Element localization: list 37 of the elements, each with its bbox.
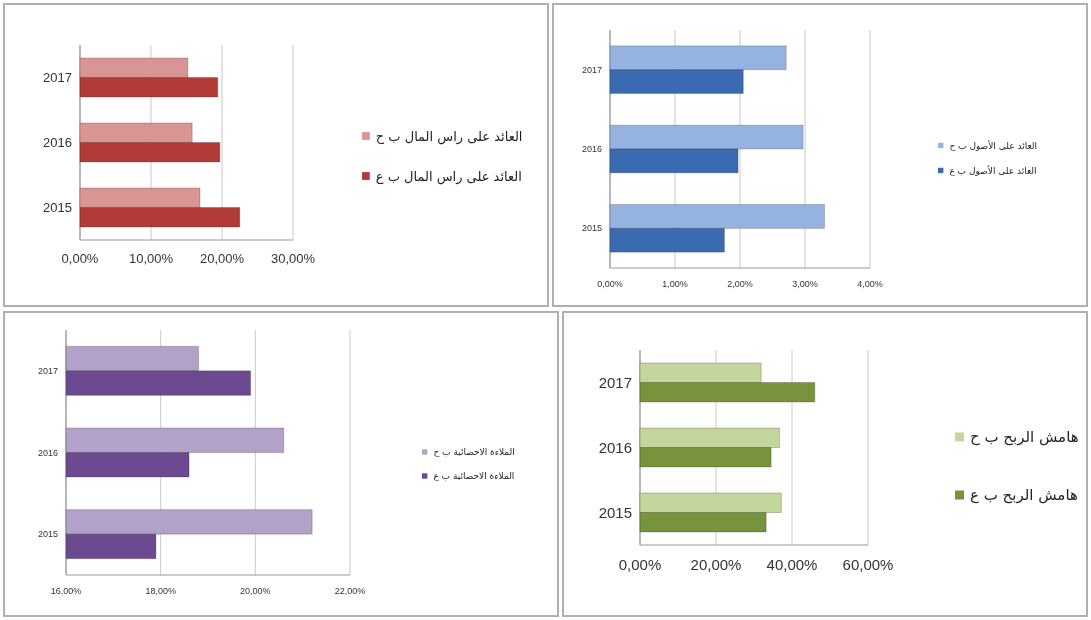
- x-tick-label: 18,00%: [145, 586, 176, 596]
- x-tick-label: 0,00%: [597, 279, 623, 289]
- y-tick-label: 2015: [37, 529, 58, 540]
- legend-label: الملاءة الاحصائية ب ح: [433, 447, 515, 458]
- x-tick-label: 16,00%: [50, 586, 82, 596]
- y-tick-label: 2017: [37, 365, 58, 376]
- x-tick-label: 2,00%: [727, 279, 753, 289]
- y-tick-label: 2015: [43, 200, 72, 216]
- y-tick-label: 2016: [43, 135, 72, 151]
- legend-label: الملاءة الاحصائية ب ع: [433, 471, 515, 482]
- x-tick-label: 4,00%: [857, 279, 883, 289]
- x-tick-label: 3,00%: [792, 279, 818, 289]
- y-tick-label: 2017: [43, 70, 72, 86]
- legend-label: هامش الربح ب ع: [970, 486, 1078, 505]
- x-tick-label: 30,00%: [270, 251, 316, 266]
- x-tick-label: 0,00%: [618, 556, 662, 573]
- y-tick-label: 2015: [581, 223, 602, 234]
- y-tick-label: 2016: [581, 144, 602, 155]
- y-tick-label: 2016: [37, 447, 58, 458]
- x-tick-label: 22,00%: [334, 586, 366, 596]
- legend-label: العائد على راس المال ب ح: [375, 128, 523, 145]
- x-tick-label: 20,00%: [240, 586, 271, 596]
- legend-label: العائد على راس المال ب ع: [375, 168, 522, 185]
- legend-label: هامش الربح ب ح: [970, 428, 1079, 447]
- x-tick-label: 10,00%: [128, 251, 174, 266]
- x-tick-label: 20,00%: [690, 556, 742, 573]
- x-tick-label: 60,00%: [842, 556, 894, 573]
- legend-label: العائد على الأصول ب ح: [949, 139, 1038, 151]
- x-tick-label: 20,00%: [199, 251, 245, 266]
- y-tick-label: 2015: [598, 503, 632, 521]
- legend-label: العائد على الأصول ب ع: [949, 164, 1037, 176]
- x-tick-label: 0,00%: [61, 251, 99, 266]
- y-tick-label: 2017: [598, 373, 632, 391]
- y-tick-label: 2016: [598, 438, 632, 456]
- x-tick-label: 40,00%: [766, 556, 818, 573]
- x-tick-label: 1,00%: [662, 279, 688, 289]
- y-tick-label: 2017: [581, 64, 602, 75]
